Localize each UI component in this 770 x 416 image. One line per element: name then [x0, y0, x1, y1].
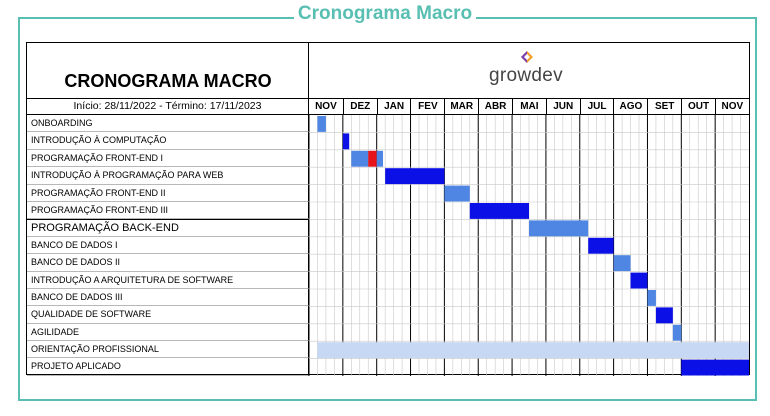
growdev-logo-icon — [521, 51, 533, 63]
growdev-logo: growdev — [309, 43, 749, 98]
gantt-bar — [613, 255, 631, 272]
month-5: ABR — [478, 99, 512, 114]
month-3: FEV — [410, 99, 444, 114]
month-8: JUL — [579, 99, 614, 114]
task-label: BANCO DE DADOS II — [27, 254, 309, 272]
task-label: BANCO DE DADOS I — [27, 236, 309, 255]
gantt-bar — [672, 324, 682, 341]
gantt-bar — [376, 150, 384, 167]
gantt-bar — [317, 116, 326, 132]
task-label: PROJETO APLICADO — [27, 358, 309, 376]
task-label: INTRODUÇÃO A ARQUITETURA DE SOFTWARE — [27, 271, 309, 289]
gantt-bar — [588, 237, 614, 254]
task-label: PROGRAMAÇÃO FRONT-END II — [27, 184, 309, 202]
date-range: Início: 28/11/2022 - Término: 17/11/2023 — [27, 98, 309, 115]
month-6: MAI — [511, 99, 546, 114]
gantt-bar — [342, 133, 350, 150]
gantt-bar — [469, 203, 529, 219]
task-label: INTRODUÇÃO À COMPUTAÇÃO — [27, 132, 309, 150]
task-label: PROGRAMAÇÃO BACK-END — [27, 219, 309, 237]
task-label: ONBOARDING — [27, 115, 309, 133]
gantt-bar — [368, 150, 377, 167]
task-label: INTRODUÇÃO À PROGRAMAÇÃO PARA WEB — [27, 167, 309, 185]
month-header: NOV DEZ JAN FEV MAR ABR MAI JUN JUL AGO SET OUT NOV — [309, 98, 749, 115]
schedule-sheet: CRONOGRAMA MACRO growdev Início: 28/11/2… — [26, 42, 750, 376]
month-0: NOV — [315, 101, 337, 112]
month-7: JUN — [545, 99, 580, 114]
task-label: PROGRAMAÇÃO FRONT-END III — [27, 201, 309, 220]
growdev-logo-text: growdev — [489, 65, 563, 86]
gantt-bar — [630, 272, 648, 289]
gantt-bar — [351, 150, 369, 167]
sheet-title: CRONOGRAMA MACRO — [64, 71, 272, 91]
month-1: DEZ — [342, 99, 377, 114]
month-12: NOV — [714, 99, 749, 114]
task-label: QUALIDADE DE SOFTWARE — [27, 306, 309, 324]
task-label: ORIENTAÇÃO PROFISSIONAL — [27, 341, 309, 359]
gantt-bar — [317, 342, 749, 359]
sheet-header: CRONOGRAMA MACRO — [27, 43, 309, 98]
month-11: OUT — [681, 99, 715, 114]
frame-title: Cronograma Macro — [0, 3, 770, 25]
month-10: SET — [647, 99, 681, 114]
gantt-bar — [655, 307, 673, 324]
gantt-bar — [681, 359, 749, 376]
gantt-bar — [444, 185, 470, 202]
gantt-bar — [647, 290, 656, 306]
gantt-bar — [385, 168, 445, 185]
task-label: BANCO DE DADOS III — [27, 288, 309, 307]
gantt-grid — [309, 115, 749, 376]
task-list: ONBOARDING INTRODUÇÃO À COMPUTAÇÃO PROGRAM… — [27, 115, 309, 376]
task-label: PROGRAMAÇÃO FRONT-END I — [27, 149, 309, 168]
month-2: JAN — [376, 99, 411, 114]
month-4: MAR — [444, 99, 478, 114]
task-label: AGILIDADE — [27, 323, 309, 342]
month-9: AGO — [613, 99, 647, 114]
gantt-bar — [529, 220, 589, 237]
